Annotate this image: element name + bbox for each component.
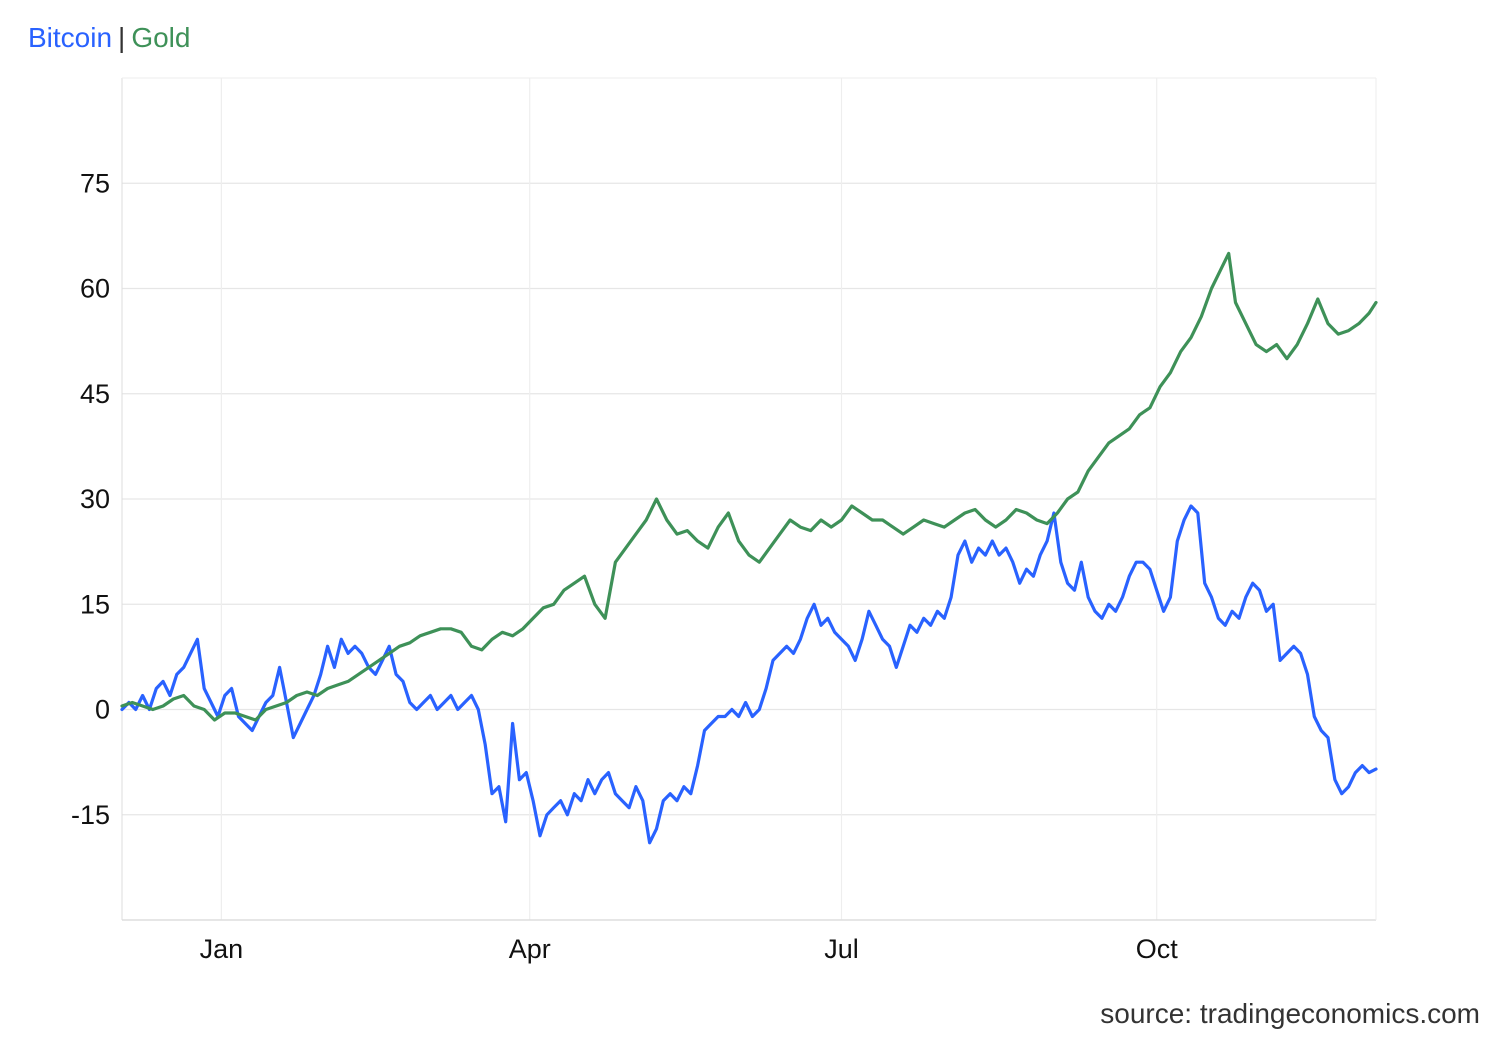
x-gridlines: [220, 78, 1158, 920]
y-tick-label: 45: [80, 379, 110, 409]
y-tick-label: 60: [80, 274, 110, 304]
y-gridlines: [122, 182, 1376, 816]
series-lines: [120, 251, 1378, 845]
y-tick-label: 75: [80, 168, 110, 198]
legend-bitcoin[interactable]: Bitcoin: [28, 22, 113, 53]
x-tick-label: Jan: [200, 934, 244, 964]
series-line-gold[interactable]: [120, 251, 1378, 722]
y-tick-label: -15: [71, 800, 110, 830]
x-tick-label: Apr: [509, 934, 551, 964]
source-credit: source: tradingeconomics.com: [1100, 998, 1480, 1029]
y-axis-tick-labels: 75 60 45 30 15 0 -15: [71, 168, 110, 830]
series-line-bitcoin[interactable]: [120, 504, 1378, 845]
x-axis-tick-labels: Jan Apr Jul Oct: [200, 934, 1179, 964]
legend-gold[interactable]: Gold: [131, 22, 191, 53]
legend-separator: |: [118, 22, 126, 53]
x-tick-label: Jul: [824, 934, 859, 964]
y-tick-label: 15: [80, 589, 110, 619]
chart-legend: Bitcoin | Gold: [28, 22, 190, 54]
x-tick-label: Oct: [1136, 934, 1179, 964]
plot-frame: [121, 77, 1377, 921]
y-tick-label: 30: [80, 484, 110, 514]
y-tick-label: 0: [95, 695, 110, 725]
line-chart: 75 60 45 30 15 0 -15 Jan Apr Jul Oct: [71, 77, 1378, 964]
